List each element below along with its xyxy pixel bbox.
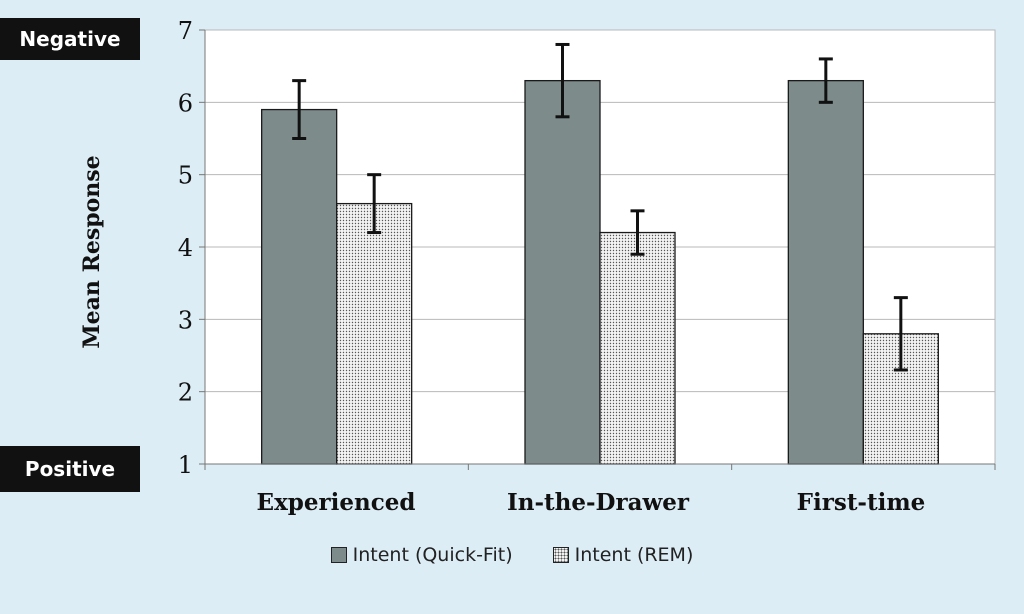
legend-item-quick-fit: Intent (Quick-Fit) [330,544,513,566]
y-tick-label: 7 [178,17,193,45]
category-label: In-the-Drawer [506,489,690,516]
y-tick-label: 5 [178,162,193,190]
legend-item-rem: Intent (REM) [552,544,694,566]
bar-rem [336,202,413,465]
bar-quick-fit [261,108,338,465]
y-tick-label: 1 [178,451,193,479]
negative-tag: Negative [0,18,140,60]
legend: Intent (Quick-Fit) Intent (REM) [0,544,1024,566]
bar-quick-fit [524,79,601,465]
positive-tag: Positive [0,446,140,492]
y-tick-label: 6 [178,89,193,117]
legend-label-rem: Intent (REM) [574,544,694,566]
legend-label-quick-fit: Intent (Quick-Fit) [352,544,513,566]
y-tick-label: 4 [178,234,193,262]
y-tick-label: 2 [178,379,193,407]
category-label: First-time [796,489,926,516]
bar-rem [599,231,676,465]
y-tick-label: 3 [178,306,193,334]
category-label: Experienced [256,489,416,516]
legend-swatch-quick-fit [330,547,347,563]
legend-swatch-rem [552,547,569,563]
bar-quick-fit [787,79,864,465]
